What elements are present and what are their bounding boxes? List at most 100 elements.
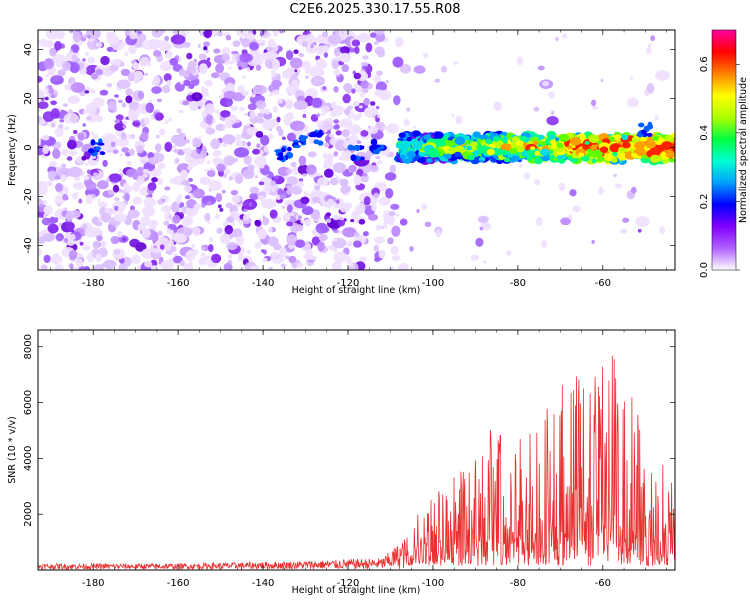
spectrogram-noise-cell [562,33,567,39]
spectrogram-noise-cell [252,148,261,155]
x-tick-label: -100 [422,578,445,589]
spectrogram-noise-cell [400,218,408,226]
spectrogram-noise-cell [69,62,80,73]
spectrogram-signal-cell [399,154,406,160]
spectrogram-noise-cell [227,253,233,259]
spectrogram-signal-cell [472,131,481,138]
spectrogram-noise-cell [86,106,97,115]
spectrogram-noise-cell [77,132,85,140]
snr-series-line [38,355,675,570]
spectrogram-noise-cell [191,243,195,249]
spectrogram-signal-cell [529,146,536,151]
spectrogram-noise-cell [173,255,183,264]
spectrogram-noise-cell [215,192,223,203]
spectrogram-noise-cell [440,65,448,73]
spectrogram-noise-cell [370,101,376,106]
spectrogram-noise-cell [221,53,230,62]
spectrogram-noise-cell [157,162,166,169]
spectrogram-signal-cell [274,149,283,153]
spectrogram-noise-cell [475,237,484,247]
spectrogram-noise-cell [103,259,117,270]
spectrogram-noise-cell [230,105,238,112]
spectrogram-noise-cell [222,221,229,227]
spectrogram-noise-cell [393,95,401,106]
spectrogram-noise-cell [178,132,186,140]
spectrogram-noise-cell [451,113,455,117]
spectrogram-noise-cell [133,70,144,81]
spectrogram-noise-cell [360,80,369,89]
spectrogram-noise-cell [351,210,360,219]
spectrogram-noise-cell [162,198,165,202]
spectrogram-noise-cell [191,105,198,111]
spectrogram-noise-cell [123,120,128,125]
spectrogram-noise-cell [659,226,666,235]
spectrogram-noise-cell [202,91,207,96]
spectrogram-noise-cell [387,237,394,245]
spectrogram-noise-cell [312,196,321,203]
spectrogram-noise-cell [128,101,140,111]
spectrogram-noise-cell [235,236,244,245]
spectrogram-noise-cell [238,66,242,70]
spectrogram-noise-cell [144,260,153,268]
spectrogram-signal-cell [503,136,509,141]
spectrogram-signal-cell [539,140,546,146]
spectrogram-noise-cell [204,168,209,172]
spectrogram-noise-cell [283,118,292,126]
spectrogram-noise-cell [151,231,159,243]
spectrogram-signal-cell [478,134,485,140]
spectrogram-noise-cell [159,129,164,135]
spectrogram-noise-cell [279,30,284,34]
spectrogram-noise-cell [121,102,127,108]
spectrogram-noise-cell [351,88,356,94]
spectrogram-noise-cell [128,44,136,53]
spectrogram-noise-cell [159,244,165,250]
spectrogram-noise-cell [55,233,64,242]
spectrogram-signal-cell [500,143,511,152]
spectrogram-signal-cell [463,135,470,141]
spectrogram-noise-cell [156,236,170,248]
spectrogram-noise-cell [83,266,90,270]
spectrogram-noise-cell [613,173,617,178]
spectrogram-noise-cell [338,155,345,161]
spectrogram-noise-cell [123,187,130,192]
spectrogram-noise-cell [95,68,104,76]
spectrogram-noise-cell [142,173,148,178]
spectrogram-signal-cell [406,136,413,142]
spectrogram-noise-cell [161,30,166,34]
spectrogram-noise-cell [114,119,121,124]
spectrogram-noise-cell [291,262,298,269]
spectrogram-noise-cell [359,256,367,263]
spectrogram-noise-cell [49,30,59,36]
spectrogram-noise-cell [126,168,138,178]
spectrogram-noise-cell [178,109,184,114]
spectrogram-signal-cell [99,151,106,156]
spectrogram-noise-cell [325,218,332,223]
spectrogram-noise-cell [368,197,378,204]
spectrogram-noise-cell [413,125,416,129]
spectrogram-noise-cell [337,219,345,227]
spectrogram-noise-cell [38,248,42,257]
spectrogram-noise-cell [83,109,87,115]
spectrogram-noise-cell [358,219,366,225]
spectrogram-noise-cell [70,82,85,93]
spectrogram-noise-cell [342,93,351,104]
spectrogram-noise-cell [100,55,110,66]
spectrogram-noise-cell [48,87,54,95]
spectrogram-noise-cell [301,206,314,215]
x-tick-label: -100 [422,278,445,289]
spectrogram-noise-cell [276,99,284,104]
spectrogram-noise-cell [200,150,208,159]
spectrogram-noise-cell [208,180,223,191]
spectrogram-noise-cell [331,261,342,270]
spectrogram-noise-cell [324,168,334,178]
spectrogram-noise-cell [129,238,141,248]
y-tick-label: 0 [23,144,34,150]
y-tick-label: 2000 [23,501,34,526]
spectrogram-noise-cell [106,46,114,52]
spectrogram-noise-cell [238,254,245,262]
spectrogram-noise-cell [85,113,99,123]
spectrogram-noise-cell [362,55,369,60]
spectrogram-noise-cell [102,133,117,144]
spectrogram-noise-cell [100,240,107,248]
spectrogram-noise-cell [38,101,49,109]
